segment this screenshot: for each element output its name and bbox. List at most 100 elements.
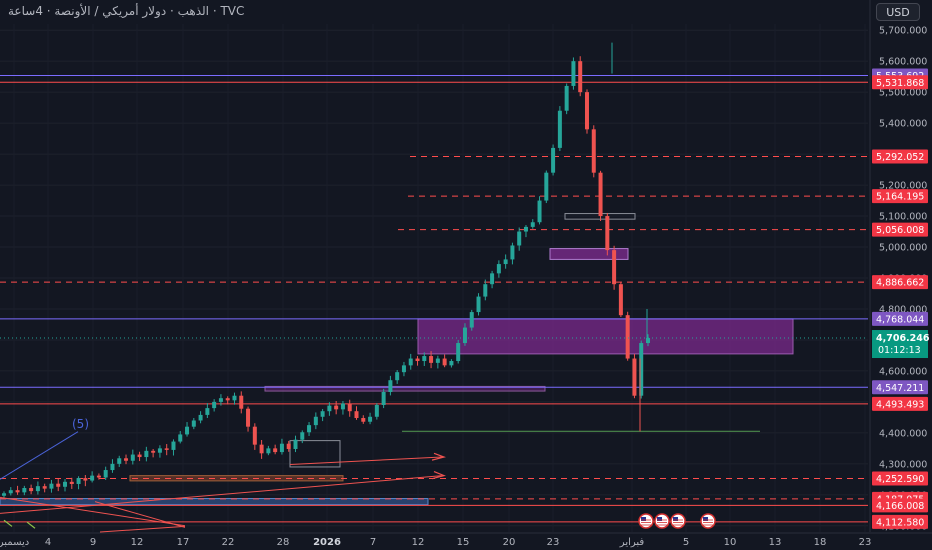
price-tag	[872, 189, 928, 204]
price-tag-label: 4,252.590	[876, 474, 924, 485]
candle-body	[537, 200, 542, 223]
candle-body	[632, 358, 637, 396]
candle-body	[429, 356, 434, 363]
candle-body	[178, 434, 183, 442]
price-tag	[872, 149, 928, 164]
candle-body	[300, 432, 305, 440]
candle-body	[612, 250, 617, 285]
wave-mark	[26, 521, 36, 529]
cross-line	[0, 496, 186, 527]
candle-body	[530, 222, 535, 227]
candle-body	[551, 147, 556, 173]
candle-body	[401, 365, 406, 373]
candle-body	[266, 448, 271, 454]
consolidation-box	[289, 440, 341, 468]
candle-body	[218, 398, 223, 402]
us-flag-icon[interactable]	[670, 513, 686, 529]
y-tick-label: 4,300.000	[879, 459, 927, 470]
currency-button[interactable]: USD	[876, 3, 920, 21]
us-flag-icon[interactable]	[700, 513, 716, 529]
candle-body	[354, 411, 359, 419]
candle-body	[347, 403, 352, 412]
x-tick-label: فبراير	[619, 537, 645, 548]
cross-line	[94, 501, 186, 528]
candle-body	[503, 259, 508, 265]
candle-body	[185, 426, 190, 435]
trend-line	[0, 475, 443, 514]
x-tick-label: 4	[45, 537, 51, 548]
wave-mark	[3, 519, 13, 527]
x-tick-label: 12	[131, 537, 144, 548]
candle-body	[618, 284, 623, 316]
x-tick-label: ديسمبر	[0, 537, 29, 548]
candle-body	[22, 488, 27, 493]
candle-body	[435, 358, 440, 363]
candle-body	[462, 327, 467, 344]
candle-body	[334, 405, 339, 410]
candle-body	[42, 486, 47, 489]
us-flag-icon[interactable]	[654, 513, 670, 529]
x-tick-label: 10	[724, 537, 737, 548]
candle-body	[408, 358, 413, 366]
y-tick-label: 5,200.000	[879, 181, 927, 192]
candle-body	[557, 110, 562, 148]
candle-body	[137, 454, 142, 458]
candle-body	[388, 380, 393, 392]
candle-body	[151, 450, 156, 453]
candle-body	[490, 273, 495, 285]
price-tag-label: 5,292.052	[876, 152, 924, 163]
candle-body	[90, 475, 95, 481]
y-tick-label: 4,800.000	[879, 304, 927, 315]
candle-body	[578, 61, 583, 93]
candle-body	[198, 414, 203, 421]
candle-body	[340, 403, 345, 410]
candle-body	[307, 425, 312, 433]
candle-body	[415, 358, 420, 362]
candle-body	[239, 395, 244, 409]
candle-body	[584, 92, 589, 130]
x-tick-label: 18	[814, 537, 827, 548]
x-tick-label: 5	[683, 537, 689, 548]
candle-body	[639, 343, 644, 396]
price-tag-label: 4,547.211	[876, 383, 924, 394]
y-tick-label: 5,500.000	[879, 88, 927, 99]
candle-body	[368, 416, 373, 422]
current-price-label: 4,706.246	[876, 333, 930, 344]
candle-body	[523, 226, 528, 232]
candle-body	[456, 343, 461, 362]
candle-body	[286, 443, 291, 449]
candle-body	[225, 398, 230, 401]
price-tag	[872, 498, 928, 513]
x-tick-label: 7	[370, 537, 376, 548]
price-tag	[872, 75, 928, 90]
lower-purple-zone	[264, 385, 546, 392]
candle-body	[449, 361, 454, 366]
candle-body	[29, 488, 34, 492]
price-tag-label: 5,056.008	[876, 225, 924, 236]
y-tick-label: 5,700.000	[879, 26, 927, 37]
candle-body	[124, 458, 129, 461]
candle-body	[103, 470, 108, 478]
candle-body	[144, 450, 149, 458]
x-tick-label: 13	[769, 537, 782, 548]
price-tag	[872, 396, 928, 411]
price-tag-label: 4,493.493	[876, 399, 924, 410]
candle-body	[476, 296, 481, 313]
candle-body	[510, 245, 515, 260]
countdown-label: 01:12:13	[878, 345, 921, 356]
candle-body	[327, 405, 332, 412]
us-flag-icon[interactable]	[638, 513, 654, 529]
x-tick-label: 23	[859, 537, 872, 548]
blue-zone	[0, 498, 429, 506]
candle-body	[496, 264, 501, 274]
price-tag-label: 4,166.008	[876, 501, 924, 512]
candle-body	[273, 448, 278, 453]
candle-body	[171, 441, 176, 450]
candle-body	[646, 338, 650, 344]
candle-body	[483, 284, 488, 297]
candle-body	[625, 315, 630, 359]
candle-body	[117, 458, 122, 464]
candle-body	[395, 372, 400, 381]
y-tick-label: 5,400.000	[879, 119, 927, 130]
